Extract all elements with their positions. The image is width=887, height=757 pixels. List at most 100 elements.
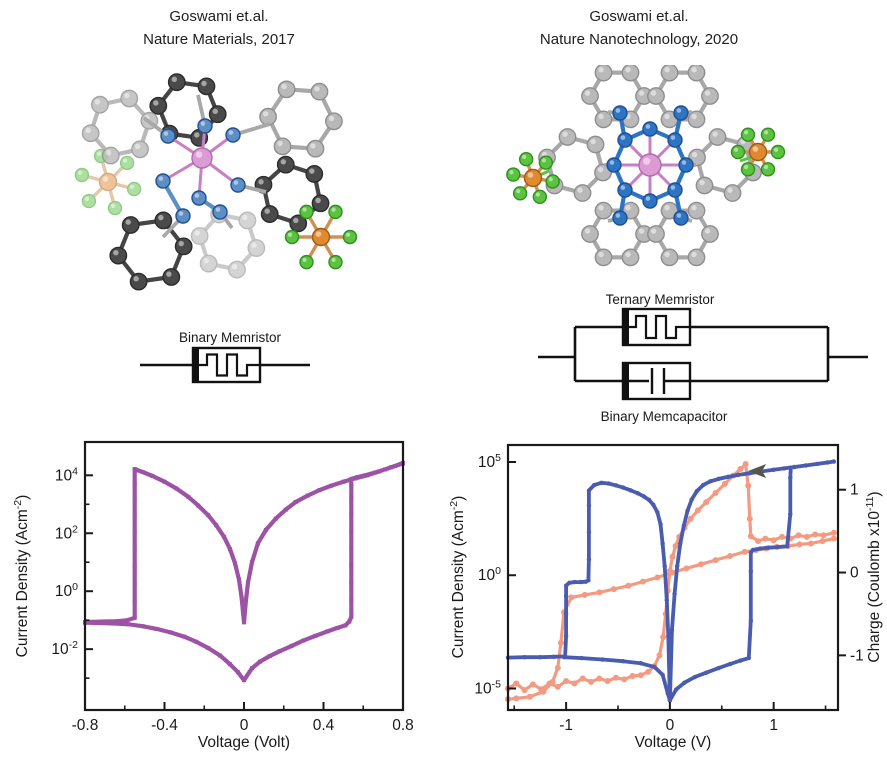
data-marker	[335, 625, 340, 630]
carbon-atom	[197, 77, 216, 96]
carbon-atom	[723, 184, 742, 202]
atom-highlight	[195, 151, 203, 158]
data-marker	[245, 580, 250, 585]
data-marker	[775, 544, 781, 550]
x-tick-label: -0.4	[151, 717, 178, 734]
atom-highlight	[233, 180, 239, 185]
data-marker	[349, 483, 354, 488]
nitrogen-atom	[175, 208, 191, 224]
carbon-atom	[129, 272, 148, 291]
data-marker	[349, 580, 354, 585]
atom-highlight	[231, 264, 238, 270]
carbon-atom	[586, 135, 605, 154]
data-marker	[549, 678, 556, 685]
label-sup: -2	[69, 639, 78, 651]
data-marker	[554, 683, 561, 690]
data-marker	[669, 553, 676, 560]
atom-highlight	[215, 207, 221, 212]
atom-highlight	[516, 188, 521, 194]
atom-highlight	[129, 184, 135, 189]
y-tick-label: 104	[55, 465, 78, 484]
data-marker	[579, 655, 584, 661]
label-main: Current Density (Acm	[14, 509, 31, 657]
data-marker	[692, 674, 697, 680]
atom-highlight	[251, 242, 257, 248]
nitrogen-atom	[617, 132, 633, 148]
atom-highlight	[541, 158, 547, 163]
atom-highlight	[262, 111, 269, 117]
atom-highlight	[609, 160, 615, 165]
data-marker	[660, 672, 665, 678]
label-main: 10	[55, 583, 73, 600]
carbon-atom	[647, 87, 665, 105]
data-marker	[708, 479, 713, 484]
atom-highlight	[691, 151, 698, 158]
atom-highlight	[733, 147, 739, 152]
data-marker	[737, 466, 744, 473]
carbon-atom	[311, 194, 330, 213]
data-marker	[301, 638, 306, 643]
data-marker	[687, 515, 694, 522]
atom-highlight	[704, 90, 711, 96]
carbon-atom	[305, 165, 324, 183]
data-marker	[678, 541, 683, 546]
data-marker	[218, 653, 223, 658]
fluorine-atom	[740, 162, 756, 177]
data-marker	[563, 634, 569, 639]
data-marker	[815, 461, 820, 467]
data-marker	[682, 680, 687, 685]
phosphorus-atom	[98, 172, 118, 192]
aromatic-ring	[254, 155, 330, 233]
data-marker	[736, 472, 741, 478]
label-main: 10	[55, 525, 73, 542]
carbon-atom	[594, 201, 613, 220]
data-marker	[249, 560, 254, 565]
data-marker	[343, 623, 348, 628]
atom-highlight	[598, 251, 604, 258]
data-marker	[102, 619, 107, 624]
carbon-atom	[558, 128, 577, 146]
pf6-link-bond	[739, 155, 753, 163]
fluorine-atom	[760, 127, 776, 142]
data-marker	[579, 675, 586, 682]
data-marker	[588, 678, 595, 685]
nitrogen-atom	[197, 118, 213, 134]
atom-highlight	[664, 251, 670, 258]
atom-highlight	[643, 157, 651, 165]
data-marker	[637, 672, 644, 679]
data-marker	[96, 620, 101, 625]
metal-center-atom	[191, 147, 213, 169]
circuit-binary-memristor: Binary Memristor	[140, 330, 310, 384]
carbon-atom	[660, 248, 679, 267]
memristor-squarewave	[629, 314, 690, 340]
data-marker	[562, 654, 568, 659]
label-sup: -5	[492, 678, 501, 690]
data-marker	[660, 634, 667, 641]
data-marker	[154, 626, 159, 631]
atom-highlight	[163, 131, 169, 136]
data-marker	[162, 479, 167, 484]
atom-highlight	[158, 214, 164, 221]
data-marker	[132, 467, 137, 472]
atom-highlight	[625, 205, 631, 211]
carbon-atom	[228, 260, 246, 279]
atom-highlight	[676, 213, 682, 218]
data-marker	[563, 678, 570, 685]
data-marker	[656, 652, 663, 659]
data-marker	[645, 668, 652, 675]
data-marker	[830, 529, 837, 536]
data-marker	[140, 624, 145, 629]
atom-highlight	[178, 211, 184, 216]
atom-highlight	[134, 143, 141, 150]
atom-highlight	[125, 219, 131, 225]
atom-highlight	[691, 251, 697, 258]
data-marker	[651, 502, 656, 507]
data-marker	[748, 618, 754, 623]
data-marker	[377, 469, 382, 474]
atom-highlight	[314, 86, 320, 92]
data-marker	[206, 645, 211, 650]
data-marker	[293, 499, 298, 504]
fluorine-atom	[770, 144, 786, 160]
data-marker	[667, 698, 673, 703]
carbon-atom	[701, 87, 719, 105]
